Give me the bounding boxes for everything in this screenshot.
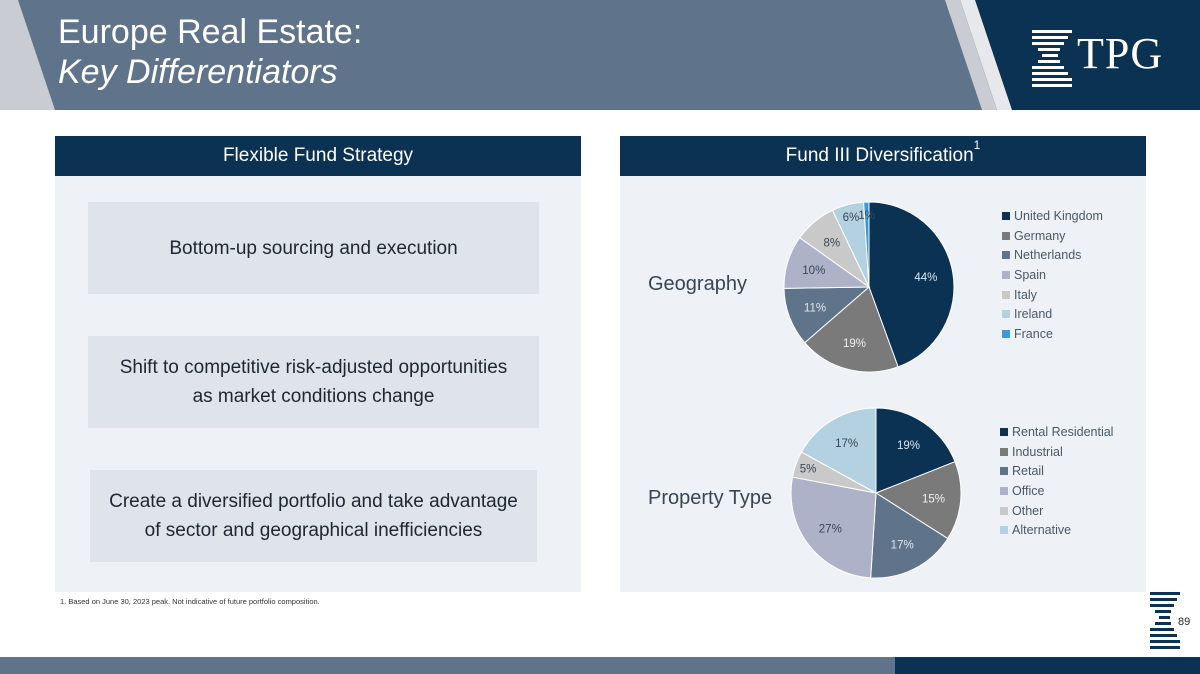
panel-heading: Flexible Fund Strategy — [55, 136, 581, 176]
legend-swatch — [1002, 231, 1010, 240]
legend-item: Ireland — [1002, 304, 1103, 324]
flexible-strategy-panel: Flexible Fund Strategy Bottom-up sourcin… — [55, 136, 581, 592]
footer-bar-accent — [895, 657, 1200, 674]
footer-bar — [0, 657, 895, 674]
pie-data-label: 6% — [843, 212, 860, 224]
legend-label: Other — [1012, 503, 1044, 518]
footnote-marker: 1 — [973, 138, 981, 152]
pie-data-label: 17% — [891, 540, 914, 552]
strategy-box-sourcing: Bottom-up sourcing and execution — [88, 202, 539, 294]
legend-item: United Kingdom — [1002, 206, 1103, 226]
pie-slice-germany — [804, 286, 899, 373]
page-title: Europe Real Estate: Key Differentiators — [58, 12, 362, 92]
legend-swatch — [1000, 526, 1008, 535]
legend-swatch — [1000, 506, 1008, 515]
footnote: 1. Based on June 30, 2023 peak. Not indi… — [60, 597, 320, 606]
legend-item: France — [1002, 324, 1103, 344]
pie-data-label: 10% — [802, 265, 825, 277]
geography-pie-chart: 44% 19% 11% 10% 8% 6% 1% — [783, 201, 955, 373]
pie-slice-alternative — [800, 407, 877, 494]
page-number: 89 — [1178, 616, 1191, 628]
pie-data-label: 44% — [914, 272, 937, 284]
legend-label: Rental Residential — [1012, 424, 1114, 439]
legend-label: Netherlands — [1014, 248, 1082, 263]
legend-label: France — [1014, 326, 1053, 341]
panel-heading-text: Fund III Diversification — [785, 145, 974, 166]
legend-swatch — [1002, 290, 1010, 299]
pie-slice-industrial — [874, 461, 962, 540]
legend-label: Spain — [1014, 267, 1046, 282]
legend-swatch — [1000, 486, 1008, 495]
strategy-box-diversified: Create a diversified portfolio and take … — [90, 470, 537, 562]
legend-label: Ireland — [1014, 307, 1053, 322]
pie-slice-united-kingdom — [868, 201, 955, 368]
pie-data-label: 5% — [800, 464, 817, 476]
title-line-1: Europe Real Estate: — [58, 13, 363, 51]
legend-item: Rental Residential — [1000, 422, 1113, 442]
pie-data-label: 8% — [823, 238, 840, 250]
pie-slice-france — [863, 201, 870, 288]
pie-data-label: 17% — [835, 438, 858, 450]
legend-swatch — [1002, 329, 1010, 338]
property-type-legend: Rental Residential Industrial Retail Office… — [1000, 422, 1113, 540]
strategy-box-line: Bottom-up sourcing and execution — [169, 237, 458, 259]
legend-item: Industrial — [1000, 442, 1113, 462]
legend-swatch — [1002, 251, 1010, 260]
legend-item: Netherlands — [1002, 245, 1103, 265]
pie-data-label: 1% — [858, 210, 875, 222]
pie-data-label: 27% — [819, 523, 842, 535]
property-type-chart-title: Property Type — [648, 487, 773, 509]
legend-swatch — [1002, 270, 1010, 279]
legend-swatch — [1000, 427, 1008, 436]
pie-slice-retail — [870, 492, 949, 579]
pie-slice-rental-residential — [875, 407, 956, 494]
pie-data-label: 19% — [897, 440, 920, 452]
strategy-box-line: of sector and geographical inefficiencie… — [144, 520, 483, 541]
legend-label: Alternative — [1012, 523, 1072, 538]
legend-item: Retail — [1000, 461, 1113, 481]
legend-swatch — [1000, 467, 1008, 476]
legend-label: United Kingdom — [1014, 208, 1103, 223]
pie-data-label: 11% — [804, 303, 826, 315]
legend-item: Germany — [1002, 226, 1103, 246]
legend-item: Office — [1000, 481, 1113, 501]
strategy-box-line: Create a diversified portfolio and take … — [109, 491, 518, 512]
legend-item: Spain — [1002, 265, 1103, 285]
title-line-2: Key Differentiators — [58, 53, 338, 91]
diversification-panel: Fund III Diversification1 Geography 44% 1… — [620, 136, 1146, 592]
tpg-small-logo-icon — [1150, 592, 1180, 649]
legend-item: Italy — [1002, 285, 1103, 305]
legend-label: Office — [1012, 483, 1045, 498]
legend-label: Retail — [1012, 464, 1044, 479]
pie-slice-office — [790, 476, 877, 579]
legend-swatch — [1002, 310, 1010, 319]
pie-data-label: 19% — [843, 338, 866, 350]
legend-item: Other — [1000, 501, 1113, 521]
legend-label: Industrial — [1012, 444, 1063, 459]
header-band — [0, 0, 1200, 110]
geography-chart-title: Geography — [648, 273, 747, 295]
strategy-box-risk-adjusted: Shift to competitive risk-adjusted oppor… — [88, 336, 539, 428]
strategy-box-line: Shift to competitive risk-adjusted oppor… — [119, 357, 508, 378]
logo-wordmark: TPG — [1077, 29, 1164, 78]
strategy-box-line: as market conditions change — [192, 386, 435, 407]
pie-data-label: 15% — [922, 493, 945, 505]
legend-label: Germany — [1014, 228, 1066, 243]
property-type-pie-chart: 19% 15% 17% 27% 5% 17% — [790, 407, 962, 579]
legend-swatch — [1002, 211, 1010, 220]
legend-label: Italy — [1014, 287, 1037, 302]
geography-legend: United Kingdom Germany Netherlands Spain Ita… — [1002, 206, 1103, 344]
legend-item: Alternative — [1000, 520, 1113, 540]
panel-heading: Fund III Diversification1 — [620, 136, 1146, 176]
tpg-stripe-logo-icon — [1032, 30, 1072, 87]
legend-swatch — [1000, 447, 1008, 456]
